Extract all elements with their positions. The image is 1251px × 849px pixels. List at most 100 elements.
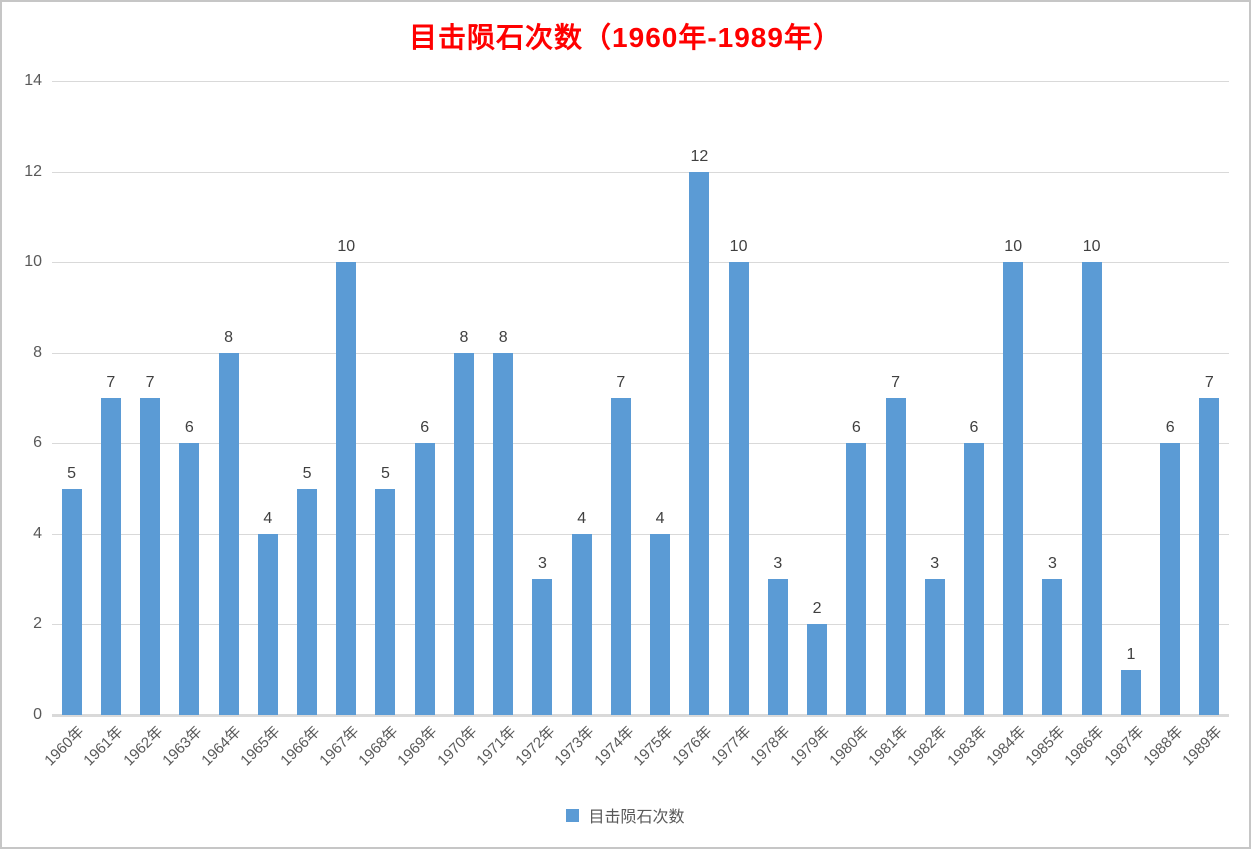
x-tick-label: 1976年 — [669, 723, 716, 770]
x-axis-line — [52, 714, 1229, 717]
bar — [257, 533, 278, 715]
x-tick-label: 1987年 — [1100, 723, 1148, 770]
gridline — [52, 443, 1229, 445]
bar-value-label: 8 — [459, 328, 469, 346]
x-tick-label: 1981年 — [865, 723, 912, 770]
x-tick-label: 1989年 — [1179, 723, 1226, 770]
x-tick-label: 1982年 — [904, 723, 951, 770]
bar-value-label: 7 — [145, 374, 155, 391]
gridline — [52, 81, 1229, 82]
bar — [689, 171, 710, 715]
bar — [493, 352, 514, 715]
legend-swatch-icon — [566, 808, 580, 822]
bar-value-label: 4 — [655, 509, 665, 527]
x-tick-label: 1971年 — [473, 723, 520, 770]
x-tick-label: 1964年 — [198, 723, 245, 770]
bar-value-label: 3 — [930, 555, 940, 573]
bar-value-label: 1 — [1126, 645, 1136, 663]
x-tick-label: 1977年 — [708, 723, 755, 770]
legend: 目击陨石次数 — [2, 803, 1249, 827]
gridline — [52, 533, 1229, 535]
bar-value-label: 10 — [1004, 238, 1023, 256]
gridline — [52, 624, 1229, 626]
y-tick-label: 4 — [33, 524, 42, 542]
bar-value-label: 2 — [812, 600, 822, 618]
x-tick-label: 1984年 — [983, 723, 1030, 770]
bar — [1199, 398, 1220, 715]
x-tick-label: 1970年 — [433, 723, 481, 770]
bar — [61, 488, 82, 715]
bar — [218, 352, 239, 715]
gridline — [52, 171, 1229, 173]
x-tick-label: 1962年 — [120, 723, 167, 770]
chart-title: 目击陨石次数（1960年-1989年） — [409, 22, 842, 53]
bar — [297, 488, 318, 715]
x-tick-label: 1963年 — [159, 723, 206, 770]
bar-value-label: 5 — [381, 464, 390, 482]
bar — [1160, 443, 1181, 715]
bar-value-label: 10 — [337, 238, 356, 256]
bar — [846, 443, 867, 715]
gridline — [52, 352, 1229, 354]
bar — [140, 398, 161, 715]
bar-value-label: 5 — [302, 464, 312, 482]
x-tick-label: 1983年 — [943, 723, 991, 770]
bar — [414, 443, 435, 715]
bar-value-label: 7 — [891, 374, 900, 391]
bar-value-label: 8 — [224, 328, 233, 346]
y-tick-label: 12 — [24, 162, 42, 180]
bar — [807, 624, 828, 715]
bar — [1120, 669, 1141, 715]
bar-value-label: 3 — [773, 555, 783, 573]
bar — [924, 579, 945, 715]
x-tick-label: 1979年 — [786, 723, 834, 770]
bar — [610, 398, 631, 715]
x-tick-label: 1972年 — [512, 723, 559, 770]
bar-value-label: 4 — [263, 509, 273, 527]
x-tick-label: 1973年 — [551, 723, 598, 770]
bar — [1003, 262, 1024, 715]
x-tick-label: 1974年 — [590, 723, 638, 770]
x-tick-label: 1965年 — [237, 723, 284, 770]
x-tick-label: 1975年 — [630, 723, 677, 770]
bar — [375, 488, 396, 715]
bar-value-label: 7 — [616, 374, 626, 391]
y-tick-label: 14 — [24, 72, 42, 89]
x-tick-label: 1986年 — [1061, 723, 1108, 770]
bar — [532, 579, 553, 715]
bar — [1042, 579, 1063, 715]
bar — [650, 533, 671, 715]
y-tick-label: 2 — [33, 615, 42, 633]
x-tick-label: 1969年 — [394, 723, 441, 770]
bar-value-label: 8 — [498, 328, 508, 346]
bar-value-label: 7 — [1204, 374, 1214, 391]
bar-value-label: 6 — [1165, 419, 1175, 437]
x-tick-label: 1978年 — [747, 723, 794, 770]
bar-value-label: 10 — [729, 238, 748, 256]
y-tick-label: 8 — [33, 343, 42, 361]
bar-value-label: 12 — [690, 147, 709, 165]
bar — [728, 262, 749, 715]
bar-value-label: 7 — [106, 374, 116, 391]
bar-value-label: 10 — [1082, 238, 1101, 256]
gridline — [52, 262, 1229, 264]
bar-value-label: 3 — [537, 555, 547, 573]
bar — [885, 398, 906, 715]
x-tick-label: 1968年 — [355, 723, 402, 770]
bar — [571, 533, 592, 715]
x-tick-label: 1980年 — [826, 723, 873, 770]
bar-value-label: 4 — [577, 509, 587, 527]
x-tick-label: 1967年 — [316, 723, 363, 770]
bar-value-label: 3 — [1047, 555, 1057, 573]
bar-value-label: 6 — [969, 419, 979, 437]
x-tick-label: 1988年 — [1140, 723, 1187, 770]
x-tick-label: 1960年 — [41, 723, 88, 770]
bar-value-label: 6 — [851, 419, 861, 437]
bar — [100, 398, 121, 715]
bar — [336, 262, 357, 715]
x-tick-label: 1985年 — [1022, 723, 1069, 770]
